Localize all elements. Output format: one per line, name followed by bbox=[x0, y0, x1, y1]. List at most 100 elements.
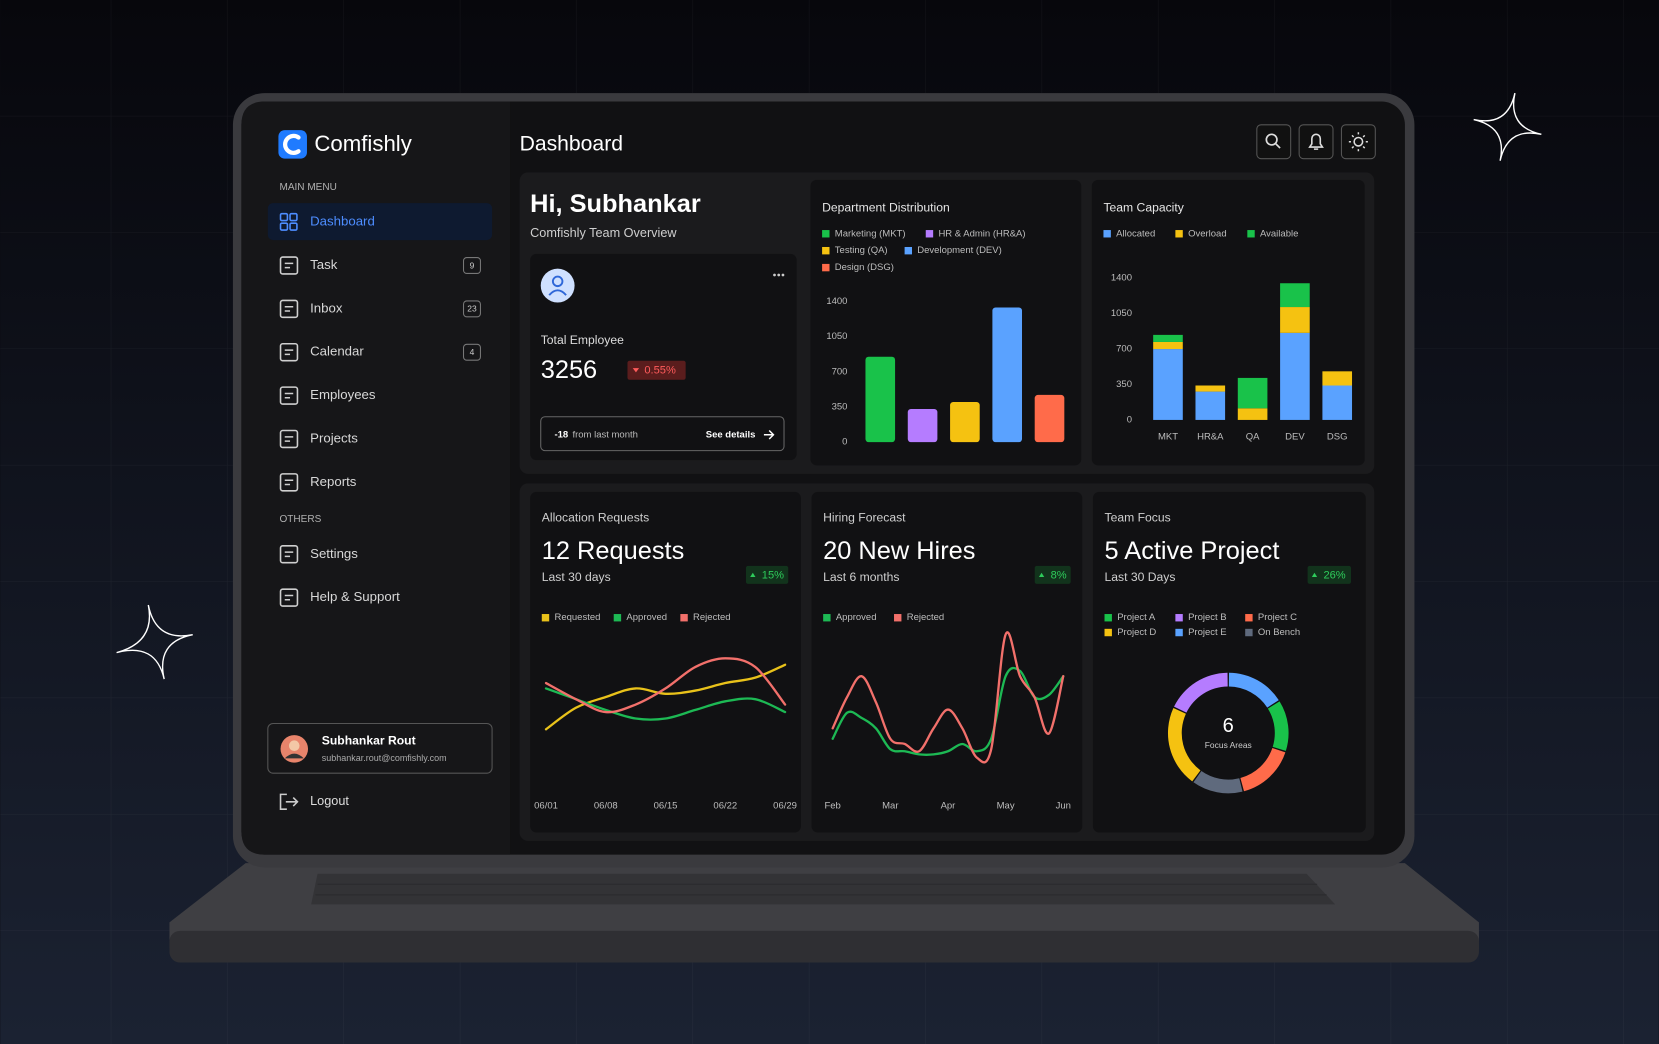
sun-icon bbox=[1348, 132, 1368, 152]
more-menu[interactable] bbox=[781, 273, 785, 277]
menu-item[interactable]: Help & Support bbox=[310, 589, 400, 604]
menu-item[interactable]: Inbox bbox=[310, 300, 343, 315]
search-icon bbox=[1275, 143, 1281, 149]
menu-icon bbox=[279, 545, 299, 564]
theme-button[interactable] bbox=[1340, 124, 1376, 160]
user-box[interactable] bbox=[267, 722, 493, 774]
donut-segment bbox=[1167, 708, 1201, 782]
legend-swatch bbox=[613, 614, 622, 622]
legend-swatch bbox=[1175, 614, 1183, 622]
menu-item[interactable]: Task bbox=[310, 257, 338, 272]
legend-label: Overload bbox=[1188, 228, 1227, 239]
more-menu[interactable] bbox=[773, 273, 776, 277]
x-tick-label: Jun bbox=[1056, 801, 1071, 812]
bell-icon bbox=[1308, 133, 1324, 150]
menu-icon bbox=[284, 262, 294, 269]
bar-segment bbox=[1322, 371, 1353, 386]
legend-swatch bbox=[680, 614, 688, 622]
donut-center-value: 6 bbox=[1223, 715, 1234, 737]
card bbox=[1091, 179, 1365, 466]
headline: 12 Requests bbox=[542, 537, 684, 565]
legend-label: Rejected bbox=[693, 612, 731, 623]
menu-item[interactable]: Calendar bbox=[310, 344, 364, 359]
chart-title: Team Capacity bbox=[1103, 201, 1184, 215]
bar bbox=[1034, 394, 1065, 443]
legend-label: Development (DEV) bbox=[917, 245, 1001, 256]
menu-item[interactable]: Dashboard bbox=[310, 214, 375, 229]
legend-swatch bbox=[823, 614, 831, 622]
donut-segment bbox=[1174, 672, 1228, 713]
headline: 20 New Hires bbox=[823, 537, 975, 565]
change-badge bbox=[627, 360, 686, 380]
menu-icon bbox=[284, 551, 294, 558]
search-icon bbox=[1265, 133, 1278, 146]
donut-segment bbox=[1267, 701, 1289, 751]
y-tick-label: 700 bbox=[1116, 344, 1132, 355]
legend-label: Available bbox=[1260, 228, 1298, 239]
menu-badge bbox=[462, 343, 481, 361]
menu-item[interactable]: Settings bbox=[310, 546, 358, 561]
menu-item[interactable]: Employees bbox=[310, 387, 376, 402]
arrow bbox=[763, 429, 775, 440]
legend-label: Project A bbox=[1117, 612, 1156, 623]
search-button[interactable] bbox=[1256, 124, 1292, 160]
keyboard-rows bbox=[315, 883, 1327, 896]
x-tick-label: QA bbox=[1246, 431, 1260, 442]
chart-title: Department Distribution bbox=[822, 201, 950, 215]
subtitle: Last 30 Days bbox=[1105, 570, 1176, 584]
employee-label: Total Employee bbox=[541, 333, 624, 347]
employee-icon bbox=[551, 275, 564, 288]
menu-icon bbox=[284, 594, 294, 601]
chart-title: Hiring Forecast bbox=[823, 511, 906, 525]
y-tick-label: 700 bbox=[832, 366, 848, 377]
notification-button[interactable] bbox=[1298, 124, 1334, 160]
legend-swatch bbox=[822, 263, 830, 272]
sparkle bbox=[116, 604, 193, 680]
menu-icon bbox=[284, 479, 294, 486]
legend-label: On Bench bbox=[1258, 627, 1300, 638]
menu-icon bbox=[284, 306, 294, 312]
legend-swatch bbox=[1104, 628, 1112, 637]
change-value: 0.55% bbox=[644, 365, 676, 377]
y-tick-label: 1050 bbox=[1111, 308, 1132, 319]
line bbox=[831, 631, 1065, 764]
logout[interactable]: Logout bbox=[310, 794, 349, 808]
menu-icon bbox=[284, 436, 294, 442]
employee-card bbox=[530, 253, 797, 461]
legend-swatch bbox=[1247, 230, 1255, 238]
bar bbox=[865, 356, 896, 443]
delta: -18 bbox=[554, 429, 568, 440]
up-arrow bbox=[1038, 572, 1045, 578]
card bbox=[530, 491, 801, 833]
legend-swatch bbox=[822, 246, 830, 255]
legend-swatch bbox=[1103, 230, 1111, 238]
legend-label: Rejected bbox=[907, 612, 945, 623]
active-item-bg[interactable] bbox=[267, 203, 493, 241]
donut-segment bbox=[1240, 747, 1286, 792]
x-tick-label: 06/29 bbox=[773, 801, 797, 812]
menu-icon bbox=[279, 256, 299, 275]
legend-swatch bbox=[1175, 230, 1183, 238]
menu-item[interactable]: Reports bbox=[310, 474, 357, 489]
y-tick-label: 350 bbox=[832, 401, 848, 412]
brand: Comfishly bbox=[314, 131, 412, 156]
menu-icon bbox=[279, 386, 299, 405]
menu-item[interactable]: Projects bbox=[310, 430, 358, 445]
legend-label: Project C bbox=[1258, 612, 1297, 623]
menu-icon bbox=[279, 212, 289, 222]
chart-title: Allocation Requests bbox=[542, 511, 649, 525]
line bbox=[544, 657, 787, 714]
legend-swatch bbox=[1104, 614, 1112, 622]
x-tick-label: DEV bbox=[1285, 431, 1305, 442]
see-details[interactable]: See details bbox=[706, 429, 756, 440]
line bbox=[544, 687, 787, 721]
bar-segment bbox=[1322, 385, 1353, 420]
x-tick-label: 06/22 bbox=[713, 801, 737, 812]
keyboard bbox=[311, 873, 1336, 905]
bar-segment bbox=[1153, 341, 1183, 350]
logout-icon bbox=[279, 793, 299, 810]
legend-swatch bbox=[894, 614, 902, 622]
more-menu[interactable] bbox=[777, 273, 781, 277]
